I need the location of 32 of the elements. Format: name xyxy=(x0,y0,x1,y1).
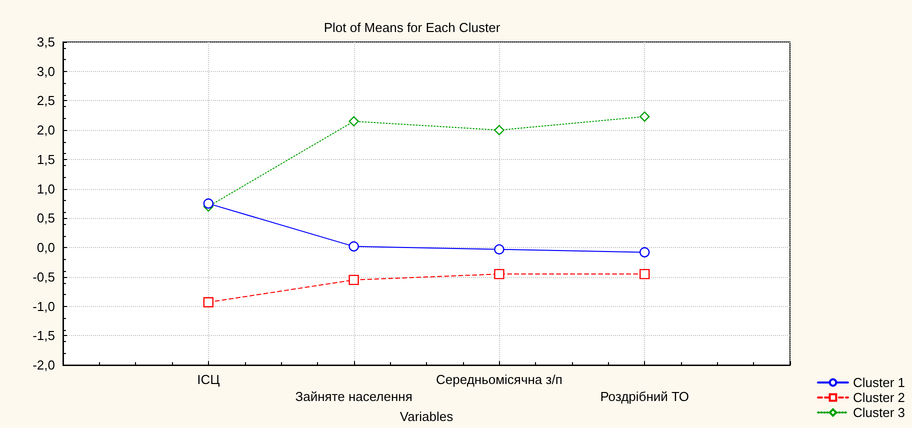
x-tick-label: Середньомісячна з/п xyxy=(436,372,562,388)
x-tick-label: Зайняте населення xyxy=(295,389,412,404)
point xyxy=(640,268,650,280)
point xyxy=(348,274,359,286)
x-tick-label: Роздрібний ТО xyxy=(600,389,689,404)
point xyxy=(348,116,359,126)
point xyxy=(494,244,504,254)
y-tick-label: 2,5 xyxy=(36,93,55,108)
point xyxy=(348,241,359,252)
y-tick-label: -0,5 xyxy=(32,269,55,284)
x-axis-title: Variables xyxy=(400,409,454,424)
point xyxy=(640,112,650,122)
y-tick-label: 0,0 xyxy=(36,240,55,256)
y-tick-label: 1,0 xyxy=(36,181,55,196)
point xyxy=(203,297,214,308)
y-tick-label: -2,0 xyxy=(32,358,55,373)
legend-label: Cluster 2 xyxy=(852,390,906,405)
point xyxy=(494,125,504,136)
point xyxy=(203,198,214,209)
y-tick-label: -1,0 xyxy=(32,298,55,314)
y-tick-label: 1,5 xyxy=(36,152,55,167)
y-tick-label: 3,5 xyxy=(36,34,55,50)
y-tick-label: -1,5 xyxy=(32,328,55,344)
x-tick-label: ІСЦ xyxy=(197,372,220,388)
y-tick-label: 2,0 xyxy=(36,122,55,138)
legend-label: Cluster 1 xyxy=(852,375,906,390)
point xyxy=(640,247,650,258)
legend-label: Cluster 3 xyxy=(852,405,906,420)
chart-title: Plot of Means for Each Cluster xyxy=(324,20,501,35)
y-tick-label: 0,5 xyxy=(36,210,55,226)
point xyxy=(494,268,504,280)
y-tick-label: 3,0 xyxy=(36,64,55,79)
